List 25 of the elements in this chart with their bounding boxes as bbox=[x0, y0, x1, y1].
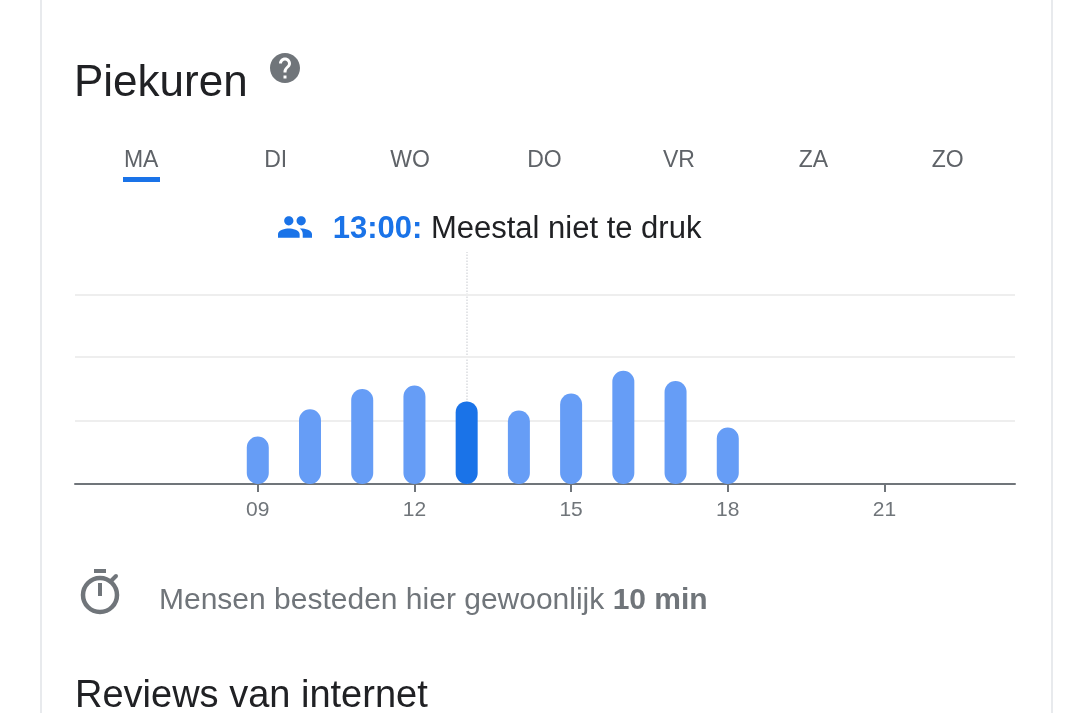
text: ZO bbox=[930, 146, 965, 172]
x-tick-label: 21 bbox=[872, 497, 897, 520]
chart-title: Piekuren bbox=[74, 56, 248, 105]
x-tick-label: 12 bbox=[402, 497, 427, 520]
text: DI bbox=[263, 146, 289, 172]
bar bbox=[455, 401, 478, 484]
x-tick-label: 18 bbox=[716, 497, 740, 520]
bar bbox=[403, 385, 426, 484]
bar bbox=[351, 388, 374, 484]
text: ZA bbox=[797, 146, 830, 172]
text: MA bbox=[122, 146, 160, 172]
bar bbox=[664, 381, 687, 484]
bar bbox=[299, 409, 321, 484]
text: VR bbox=[661, 146, 696, 172]
text: Reviews van internet bbox=[75, 673, 428, 713]
text: DO bbox=[526, 146, 563, 172]
x-tick-label: 09 bbox=[246, 497, 270, 520]
bar bbox=[507, 410, 530, 484]
x-tick-label: 15 bbox=[559, 497, 583, 520]
ref-line-label: 13:00: Meestal niet te druk bbox=[332, 210, 702, 245]
bar bbox=[612, 370, 635, 484]
text: Mensen besteden hier gewoonlijk bbox=[159, 582, 605, 615]
text: WO bbox=[389, 146, 431, 172]
text: 10 min bbox=[611, 582, 708, 615]
bar bbox=[560, 393, 583, 484]
